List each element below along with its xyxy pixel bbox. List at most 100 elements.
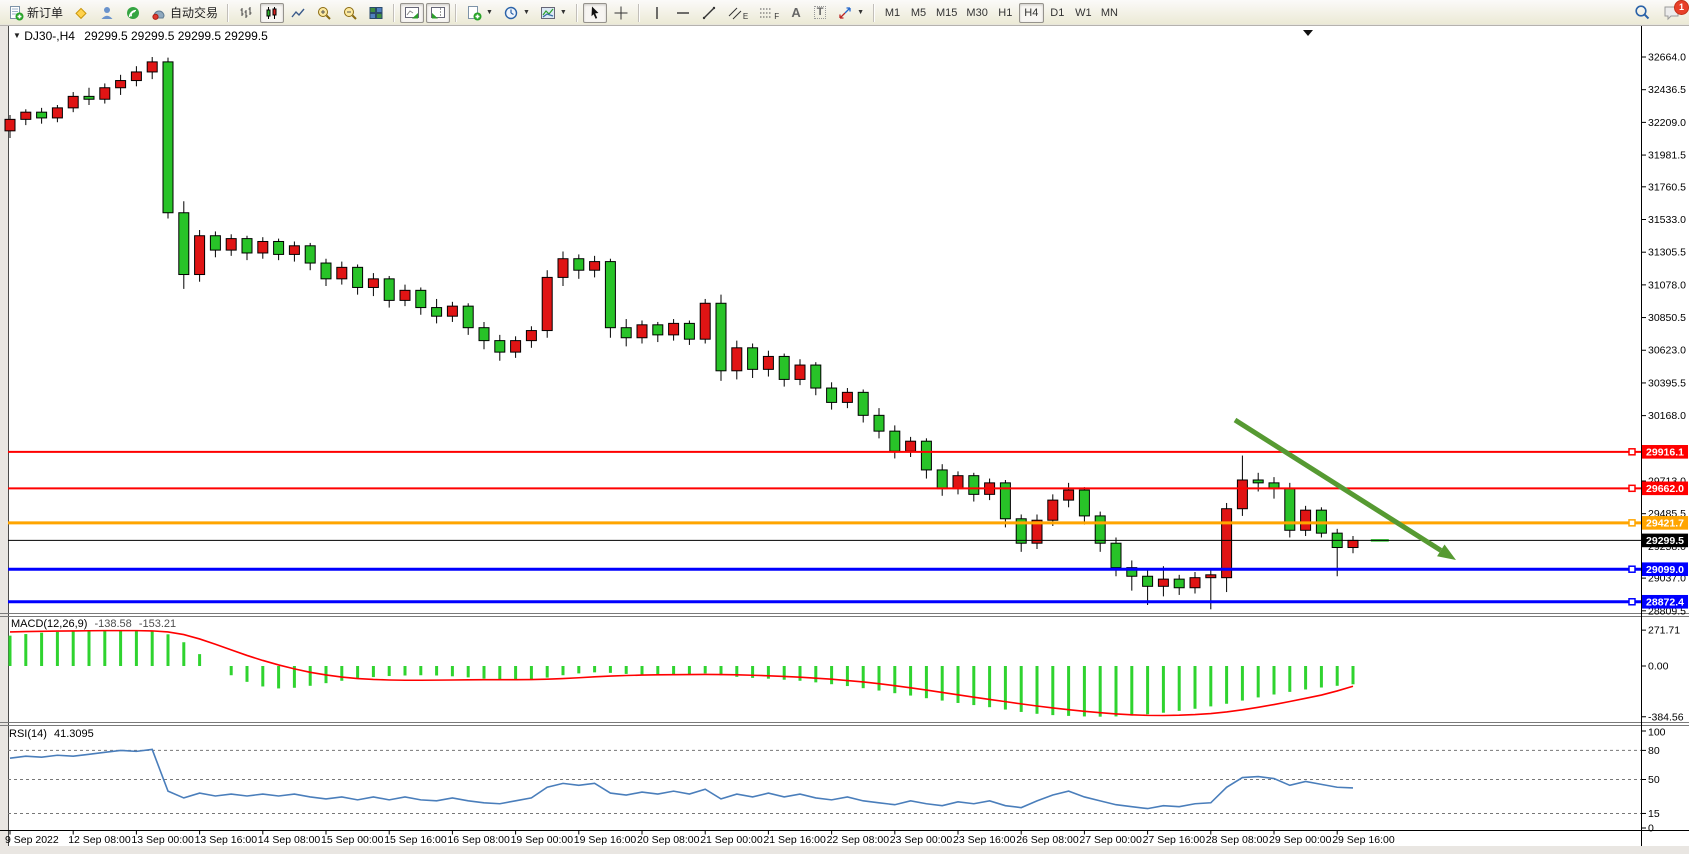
zoom-in-button[interactable] (312, 3, 336, 23)
hline-handle[interactable] (1628, 448, 1636, 456)
hline-handle[interactable] (1628, 598, 1636, 606)
channel-tool[interactable]: E (723, 3, 752, 23)
timeframe-W1[interactable]: W1 (1075, 6, 1092, 19)
metaeditor-icon (75, 7, 87, 19)
candle-body (683, 322, 695, 340)
candle-body (1078, 489, 1090, 517)
candle-body (1221, 508, 1233, 579)
auto-scroll-icon (405, 6, 420, 18)
candle-body (446, 305, 458, 317)
macd-signal-line (9, 629, 1354, 717)
add-indicator-button[interactable]: ▼ (462, 3, 497, 23)
candle-body (1063, 489, 1075, 501)
hline-handle[interactable] (1628, 484, 1636, 493)
candle-body (83, 95, 95, 100)
arrows-tool[interactable]: ▼ (833, 3, 868, 23)
zoom-out-button[interactable] (338, 3, 362, 23)
hline-handle[interactable] (1628, 565, 1636, 573)
title-collapse-icon[interactable]: ▼ (13, 31, 21, 40)
fibonacci-tool[interactable]: F (754, 3, 783, 23)
timeframe-MN[interactable]: MN (1100, 6, 1118, 19)
templates-button[interactable]: ▼ (536, 3, 571, 23)
time-tick-label: 19 Sep 00:00 (511, 834, 574, 846)
candle-body (873, 414, 885, 432)
candle-body (1347, 539, 1359, 549)
auto-trading-button[interactable]: 自动交易 (147, 3, 222, 23)
horizontal-lines-layer (8, 448, 1641, 606)
bottom-margin (0, 846, 1689, 854)
auto-scroll-button[interactable] (400, 2, 425, 23)
rsi-line (9, 748, 1354, 810)
candle-body (999, 482, 1011, 520)
market-watch-button[interactable] (95, 3, 119, 23)
text-label-tool[interactable]: T (809, 3, 831, 23)
horizontal-line-tool[interactable] (671, 3, 695, 23)
chart-end-marker[interactable] (1303, 30, 1313, 36)
signals-button[interactable] (121, 3, 145, 23)
candle-body (1142, 575, 1154, 587)
trend-arrow-shaft[interactable] (1233, 417, 1443, 553)
timeframe-M30[interactable]: M30 (966, 6, 988, 19)
price-tick-label: 31981.5 (1648, 150, 1686, 162)
candle-body (604, 261, 616, 329)
timeframe-H4[interactable]: H4 (1018, 2, 1044, 23)
chart-shift-button[interactable] (426, 2, 451, 23)
timeframe-H1[interactable]: H1 (998, 6, 1013, 19)
trendline-tool[interactable] (697, 3, 721, 23)
rsi-tick-label: 0 (1648, 823, 1654, 835)
candle-body (1094, 515, 1106, 544)
hline-handle[interactable] (1628, 519, 1636, 527)
metaeditor-button[interactable] (69, 3, 93, 23)
time-tick-label: 14 Sep 08:00 (258, 834, 321, 846)
axis-price-label: 28872.4 (1646, 596, 1684, 608)
candle-body (383, 278, 395, 301)
candle-body (146, 61, 158, 73)
axis-price-label-box (1642, 533, 1688, 548)
candle-body (794, 364, 806, 380)
candle-body (67, 95, 79, 109)
search-button[interactable] (1630, 3, 1655, 23)
rsi-name: RSI(14) (9, 728, 47, 740)
candle-body (826, 387, 838, 403)
line-chart-icon (291, 8, 305, 17)
macd-tick-label: 0.00 (1648, 661, 1669, 673)
trend-arrow[interactable] (1233, 417, 1456, 560)
cursor-tool-button[interactable] (582, 2, 607, 23)
periods-button[interactable]: ▼ (499, 3, 534, 23)
toolbar-right-group: 1 (1630, 0, 1689, 23)
trend-arrow-head[interactable] (1437, 544, 1456, 560)
candle-body (1031, 519, 1043, 544)
time-tick-label: 12 Sep 08:00 (68, 834, 131, 846)
tile-windows-button[interactable] (364, 3, 388, 23)
candle-body (115, 80, 127, 89)
timeframe-M5[interactable]: M5 (910, 6, 927, 19)
candle-body (699, 302, 711, 340)
price-tick-label: 30168.0 (1648, 410, 1686, 422)
template-chart-icon (540, 6, 555, 19)
candle-body (778, 355, 790, 380)
notifications-button[interactable]: 1 (1659, 0, 1689, 23)
person-chart-icon (101, 6, 113, 19)
crosshair-tool-button[interactable] (609, 3, 633, 23)
candle-body (857, 391, 869, 416)
timeframe-D1[interactable]: D1 (1050, 6, 1065, 19)
timeframe-M1[interactable]: M1 (884, 6, 901, 19)
rsi-pane (8, 748, 1641, 814)
text-tool[interactable]: A (785, 3, 807, 23)
candle-body (668, 322, 680, 336)
bar-chart-button[interactable] (234, 3, 258, 23)
left-margin (0, 26, 8, 846)
bar-chart-icon (240, 6, 252, 18)
macd-axis: 271.71 0.00 -384.56 (1641, 625, 1684, 723)
timeframe-M15[interactable]: M15 (936, 6, 958, 19)
candlestick-chart-button[interactable] (260, 2, 285, 23)
line-chart-button[interactable] (286, 3, 310, 23)
candle-body (1173, 578, 1185, 589)
vertical-line-tool[interactable] (645, 3, 669, 23)
axis-price-label: 29421.7 (1646, 517, 1684, 529)
candle-body (399, 289, 411, 301)
new-order-button[interactable]: 新订单 (4, 3, 67, 23)
candle-body (1157, 578, 1169, 587)
price-tick-label: 32209.0 (1648, 117, 1686, 129)
